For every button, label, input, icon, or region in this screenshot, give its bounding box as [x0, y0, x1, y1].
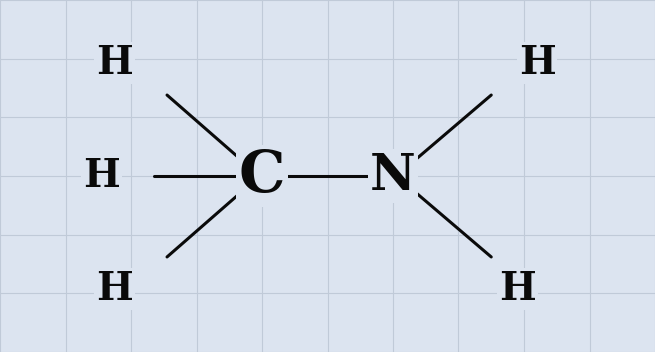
Text: H: H: [519, 44, 555, 82]
Text: C: C: [239, 148, 285, 204]
Text: N: N: [370, 151, 416, 201]
Text: H: H: [83, 157, 120, 195]
Text: H: H: [96, 44, 133, 82]
Text: H: H: [499, 270, 536, 308]
Text: H: H: [96, 270, 133, 308]
